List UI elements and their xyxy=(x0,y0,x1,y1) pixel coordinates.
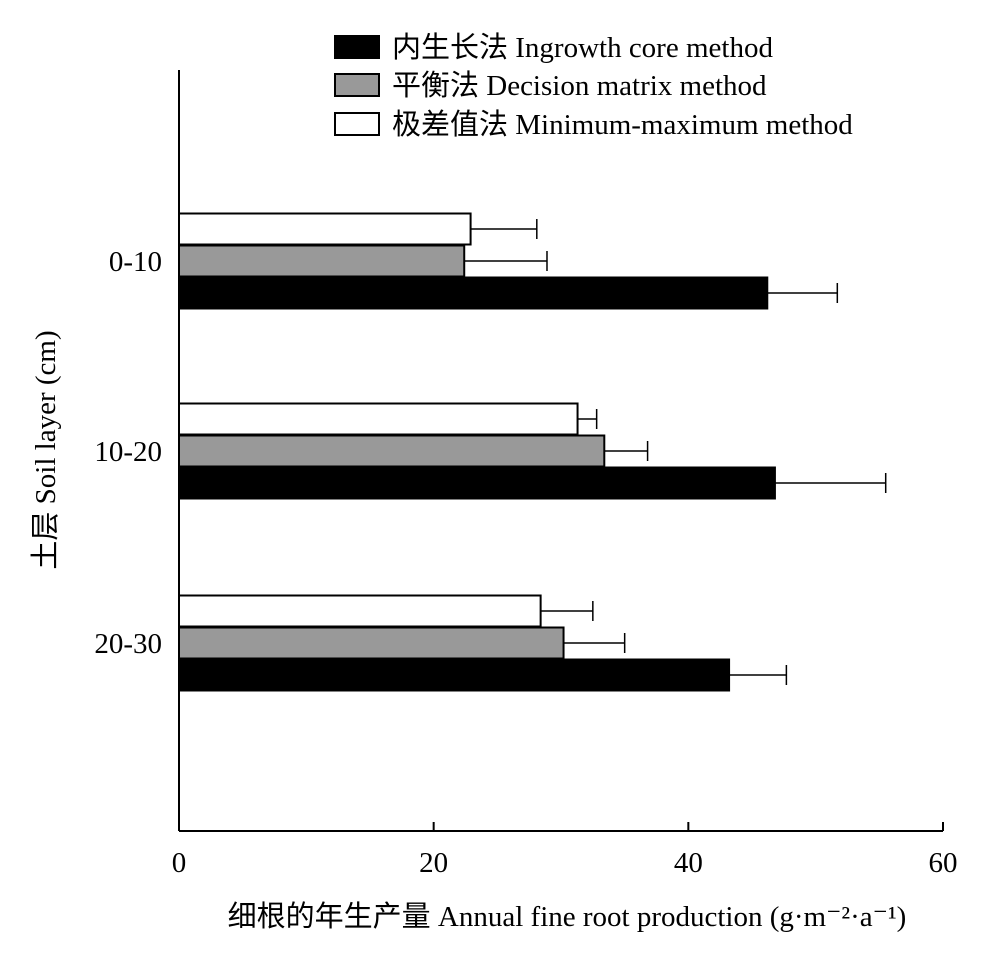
y-tick-label: 10-20 xyxy=(94,436,162,468)
y-tick-label: 0-10 xyxy=(109,246,162,278)
bar xyxy=(178,466,776,500)
x-tick-label: 0 xyxy=(172,847,187,879)
legend-label: 平衡法 Decision matrix method xyxy=(392,69,767,102)
x-tick-label: 60 xyxy=(929,847,958,879)
legend-label: 极差值法 Minimum-maximum method xyxy=(392,108,853,141)
bar xyxy=(178,594,542,628)
bar xyxy=(178,626,565,660)
bars xyxy=(178,212,776,692)
y-axis-label: 土层 Soil layer (cm) xyxy=(29,330,62,569)
bar xyxy=(178,402,579,436)
legend-label: 内生长法 Ingrowth core method xyxy=(392,31,773,64)
axes: 0 20 40 60 0-10 10-20 20-30 xyxy=(94,70,958,879)
legend-swatch xyxy=(334,73,380,97)
x-tick-label: 20 xyxy=(419,847,448,879)
y-tick-label: 20-30 xyxy=(94,628,162,660)
bar xyxy=(178,212,472,246)
bar xyxy=(178,658,731,692)
bar xyxy=(178,244,466,278)
x-axis-label: 细根的年生产量 Annual fine root production (g·m… xyxy=(228,900,907,933)
bar xyxy=(178,276,769,310)
bar xyxy=(178,434,606,468)
error-bars xyxy=(464,219,887,685)
legend: 内生长法 Ingrowth core method 平衡法 Decision ma… xyxy=(334,31,853,141)
x-tick-label: 40 xyxy=(674,847,703,879)
legend-swatch xyxy=(334,112,380,136)
legend-swatch xyxy=(334,35,380,59)
